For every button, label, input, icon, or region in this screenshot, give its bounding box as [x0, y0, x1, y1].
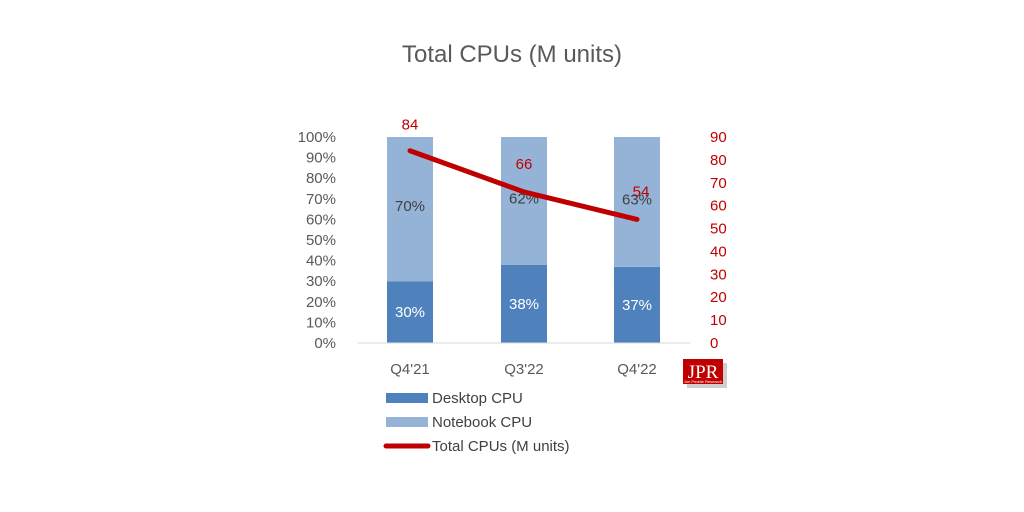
desktop-data-label: 30% [395, 304, 425, 321]
right-tick-label: 40 [710, 243, 727, 260]
desktop-bar-segment [614, 266, 660, 343]
right-tick-label: 20 [710, 289, 727, 306]
total-data-label: 66 [516, 156, 533, 173]
right-tick-label: 30 [710, 266, 727, 283]
desktop-bar-segment [387, 281, 433, 343]
total-line-series: 84 66 54 [402, 117, 650, 222]
right-axis: 0 10 20 30 40 50 60 70 80 90 [710, 129, 727, 352]
left-tick-label: 50% [306, 232, 336, 249]
left-tick-label: 90% [306, 150, 336, 167]
legend-swatch [386, 417, 428, 427]
total-cpus-line [407, 148, 640, 222]
left-tick-label: 20% [306, 294, 336, 311]
notebook-bar-segment [387, 137, 433, 282]
chart-title: Total CPUs (M units) [402, 41, 622, 68]
legend: Desktop CPU Notebook CPU Total CPUs (M uni… [383, 390, 570, 455]
right-tick-label: 60 [710, 198, 727, 215]
desktop-data-label: 37% [622, 297, 652, 314]
right-tick-label: 0 [710, 335, 718, 352]
left-tick-label: 10% [306, 314, 336, 331]
notebook-data-label: 63% [622, 191, 652, 208]
category-label: Q4'21 [390, 361, 430, 378]
logo-text: JPR [688, 362, 719, 383]
left-tick-label: 60% [306, 211, 336, 228]
category-label: Q3'22 [504, 361, 544, 378]
logo-subtext: Jon Peddie Research [684, 379, 722, 384]
notebook-bar-segment [614, 137, 660, 267]
left-tick-label: 80% [306, 170, 336, 187]
category-labels: Q4'21 Q3'22 Q4'22 [390, 361, 657, 378]
left-tick-label: 70% [306, 191, 336, 208]
notebook-data-label: 70% [395, 198, 425, 215]
legend-label: Desktop CPU [432, 390, 523, 407]
category-label: Q4'22 [617, 361, 657, 378]
desktop-bar-segment [501, 264, 547, 343]
legend-label: Total CPUs (M units) [432, 438, 570, 455]
left-tick-label: 100% [298, 129, 336, 146]
total-data-label: 84 [402, 117, 419, 134]
left-tick-label: 40% [306, 253, 336, 270]
legend-swatch [386, 393, 428, 403]
jpr-logo: JPR Jon Peddie Research [683, 359, 727, 388]
right-tick-label: 90 [710, 129, 727, 146]
right-tick-label: 70 [710, 175, 727, 192]
right-tick-label: 10 [710, 312, 727, 329]
desktop-data-label: 38% [509, 296, 539, 313]
left-tick-label: 30% [306, 273, 336, 290]
notebook-bar-segment [501, 137, 547, 265]
legend-label: Notebook CPU [432, 414, 532, 431]
left-tick-label: 0% [314, 335, 336, 352]
right-tick-label: 80 [710, 152, 727, 169]
right-tick-label: 50 [710, 221, 727, 238]
left-axis: 0% 10% 20% 30% 40% 50% 60% 70% 80% 90% 100% [298, 129, 336, 352]
total-data-label: 54 [633, 183, 650, 200]
bars: 30%70%38%62%37%63% [387, 137, 660, 343]
